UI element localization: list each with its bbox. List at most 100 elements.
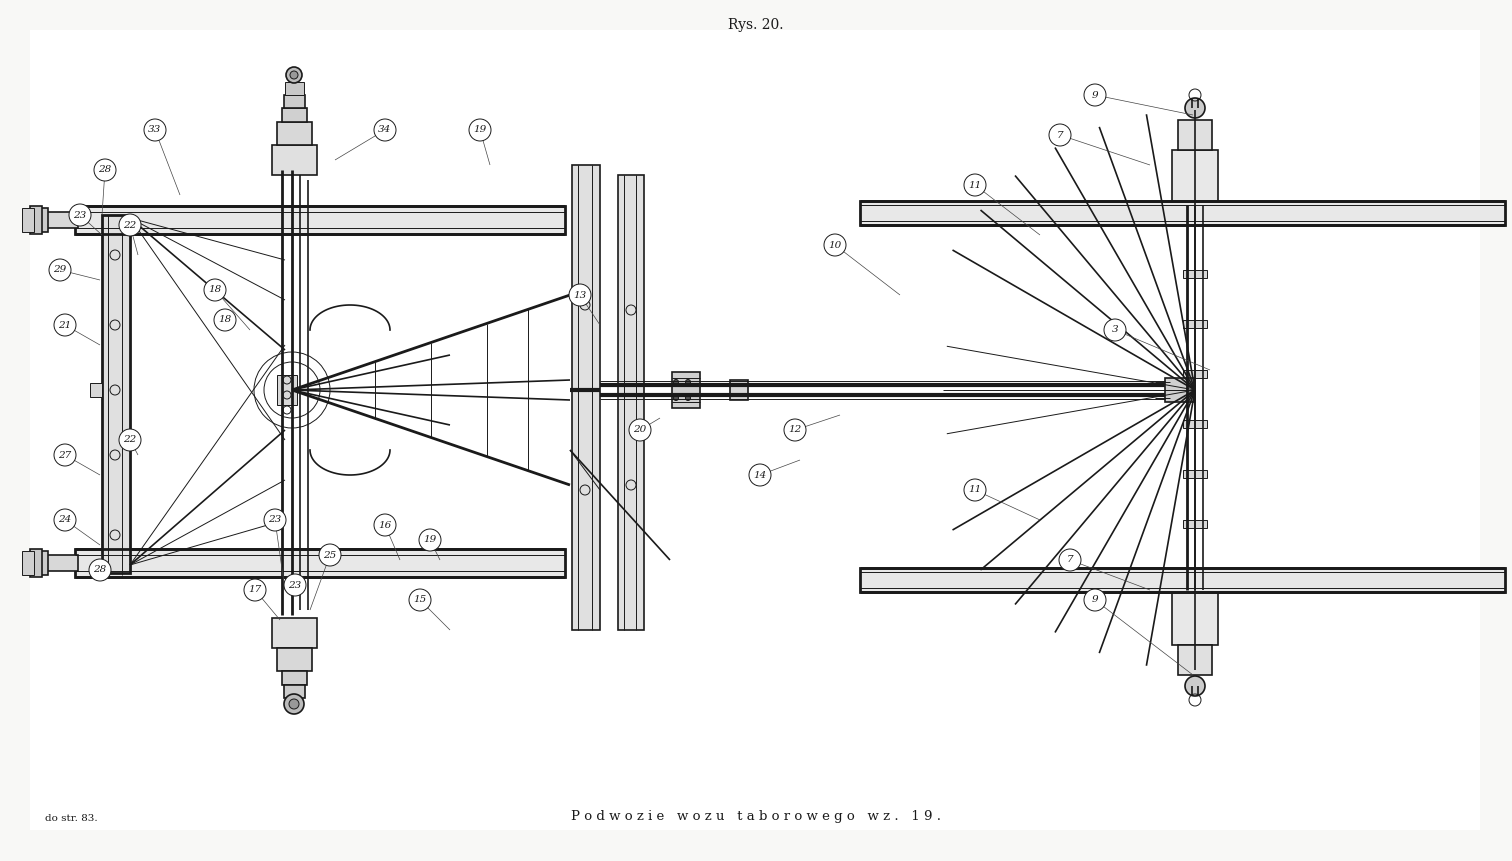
Circle shape [410,589,431,611]
Text: 11: 11 [968,486,981,494]
Circle shape [265,509,286,531]
Text: 20: 20 [634,425,647,435]
Bar [277,122,311,145]
Circle shape [119,214,141,236]
Bar [1182,470,1207,478]
Bar [30,549,42,577]
Bar [91,383,101,397]
Bar [277,648,311,671]
Text: 13: 13 [573,290,587,300]
Circle shape [1104,319,1126,341]
Bar [860,201,1504,225]
Text: 24: 24 [59,516,71,524]
Circle shape [1058,549,1081,571]
Bar [1172,150,1219,205]
Bar [76,206,565,234]
Bar [42,212,79,228]
Text: 23: 23 [289,580,301,590]
Bar [38,208,48,232]
Circle shape [284,694,304,714]
Text: 23: 23 [74,210,86,220]
Circle shape [215,309,236,331]
Circle shape [673,380,679,385]
Text: 17: 17 [248,585,262,594]
Bar [730,380,748,400]
Text: 21: 21 [59,320,71,330]
Circle shape [54,314,76,336]
Circle shape [286,67,302,83]
Text: 14: 14 [753,470,767,480]
Text: 33: 33 [148,126,162,134]
Circle shape [1084,589,1105,611]
Bar [38,551,48,575]
Circle shape [290,71,298,79]
Circle shape [685,395,691,400]
Circle shape [824,234,847,256]
Bar [1178,645,1213,675]
Circle shape [419,529,442,551]
Bar [572,165,600,630]
Text: 34: 34 [378,126,392,134]
Text: 28: 28 [94,566,107,574]
Text: P o d w o z i e   w o z u   t a b o r o w e g o   w z .   1 9 .: P o d w o z i e w o z u t a b o r o w e … [572,810,940,823]
Text: 23: 23 [268,516,281,524]
Bar [272,145,318,175]
Circle shape [629,419,652,441]
Circle shape [54,444,76,466]
Circle shape [204,279,225,301]
Text: 22: 22 [124,220,136,230]
Text: 22: 22 [124,436,136,444]
Circle shape [119,429,141,451]
Bar [30,206,42,234]
Circle shape [70,204,91,226]
Circle shape [685,380,691,385]
Text: 19: 19 [423,536,437,544]
Text: 18: 18 [209,286,222,294]
Circle shape [1049,124,1070,146]
Text: 28: 28 [98,165,112,175]
Circle shape [89,559,110,581]
Bar [1182,420,1207,428]
Bar [1182,370,1207,378]
Bar [1172,590,1219,645]
Text: 16: 16 [378,521,392,530]
Circle shape [1185,676,1205,696]
Circle shape [94,159,116,181]
Bar [671,372,700,408]
Bar [272,618,318,648]
Bar [283,108,307,122]
Circle shape [469,119,491,141]
Circle shape [284,574,305,596]
Bar [284,82,304,95]
Bar [277,375,296,405]
Circle shape [965,479,986,501]
Circle shape [319,544,342,566]
Bar [1182,520,1207,528]
Bar [1182,270,1207,278]
Text: 7: 7 [1057,131,1063,139]
Circle shape [1185,98,1205,118]
Bar [860,568,1504,592]
Bar [283,671,307,685]
Bar [1166,378,1194,402]
Circle shape [785,419,806,441]
Text: 19: 19 [473,126,487,134]
Text: 3: 3 [1111,325,1119,335]
Text: 15: 15 [413,596,426,604]
Circle shape [54,509,76,531]
Bar [23,208,33,232]
Circle shape [673,395,679,400]
Text: 27: 27 [59,450,71,460]
Bar [101,215,130,573]
Bar [1182,320,1207,328]
Text: 10: 10 [829,240,842,250]
Bar [42,555,79,571]
Text: 9: 9 [1092,596,1098,604]
Bar [23,551,33,575]
Circle shape [965,174,986,196]
Bar [618,175,644,630]
Circle shape [748,464,771,486]
Circle shape [243,579,266,601]
Text: 29: 29 [53,265,67,275]
Text: 7: 7 [1066,555,1074,565]
